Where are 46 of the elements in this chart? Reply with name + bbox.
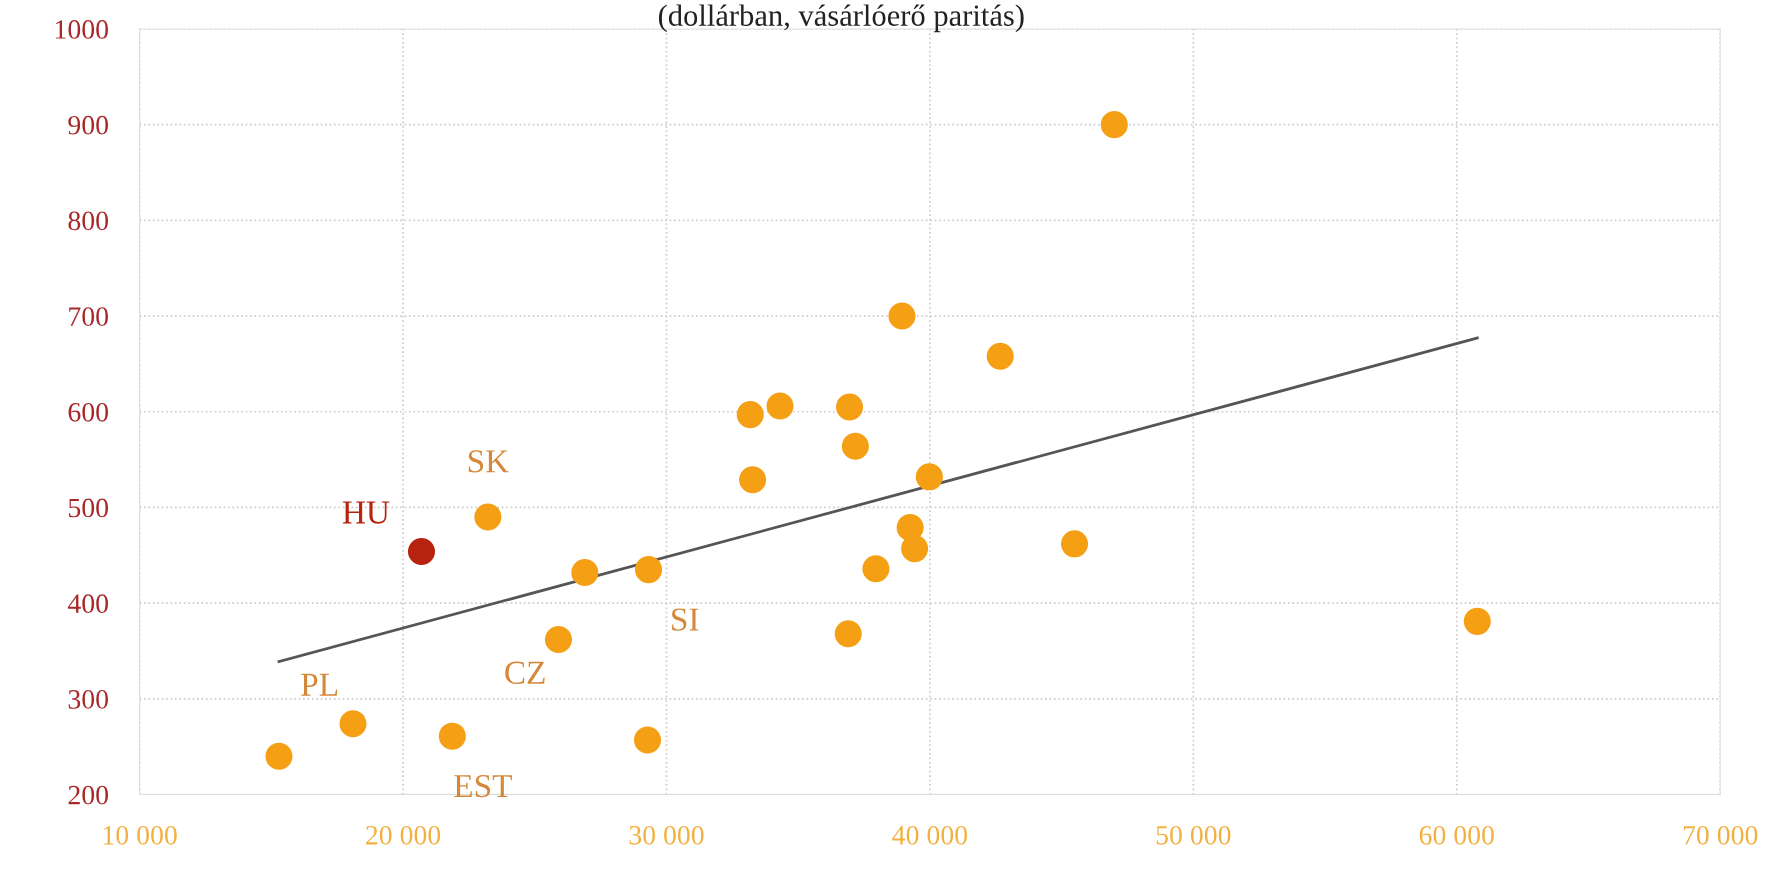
y-tick-label: 200	[68, 785, 109, 805]
point	[407, 537, 436, 566]
y-tick-label: 700	[69, 307, 109, 326]
point	[841, 432, 869, 460]
point	[888, 302, 916, 330]
x-tick-label: 10 000	[103, 825, 177, 845]
y-tick-label: 600	[68, 402, 109, 422]
annotation: HU	[342, 501, 390, 524]
annotation: SI	[672, 608, 699, 631]
point	[1463, 607, 1491, 635]
point	[862, 555, 890, 583]
annotation: CZ	[505, 661, 545, 684]
x-tick-label: 50 000	[1156, 825, 1231, 845]
x-tick-label: 20 000	[366, 825, 441, 845]
annotation: SK	[468, 450, 509, 473]
y-tick-label: 900	[68, 115, 109, 135]
y-tick-label: 300	[68, 690, 109, 709]
point	[544, 625, 573, 654]
point	[635, 556, 663, 584]
point	[1100, 111, 1128, 139]
point	[571, 558, 599, 587]
x-tick-label: 30 000	[629, 825, 704, 845]
point	[339, 710, 367, 738]
point	[836, 393, 864, 421]
point	[265, 742, 293, 770]
point	[633, 726, 662, 754]
point	[736, 401, 764, 429]
point	[1060, 530, 1089, 558]
point	[438, 722, 466, 750]
point	[474, 503, 502, 531]
point	[986, 342, 1014, 370]
x-tick-label: 40 000	[892, 825, 968, 845]
point	[915, 463, 943, 491]
y-tick-label: 1000	[55, 20, 109, 39]
y-tick-label: 500	[69, 498, 109, 518]
annotation: PL	[301, 673, 338, 696]
point	[901, 535, 929, 563]
y-tick-label: 800	[68, 211, 109, 231]
chart-subtitle: (dollárban, vásárlóerő paritás)	[658, 4, 1024, 33]
x-tick-label: 70 000	[1683, 825, 1758, 845]
annotation: EST	[454, 774, 512, 798]
point	[766, 392, 794, 420]
point	[739, 466, 767, 494]
point	[834, 620, 862, 648]
x-tick-label: 60 000	[1419, 825, 1494, 845]
y-tick-label: 400	[67, 594, 109, 614]
